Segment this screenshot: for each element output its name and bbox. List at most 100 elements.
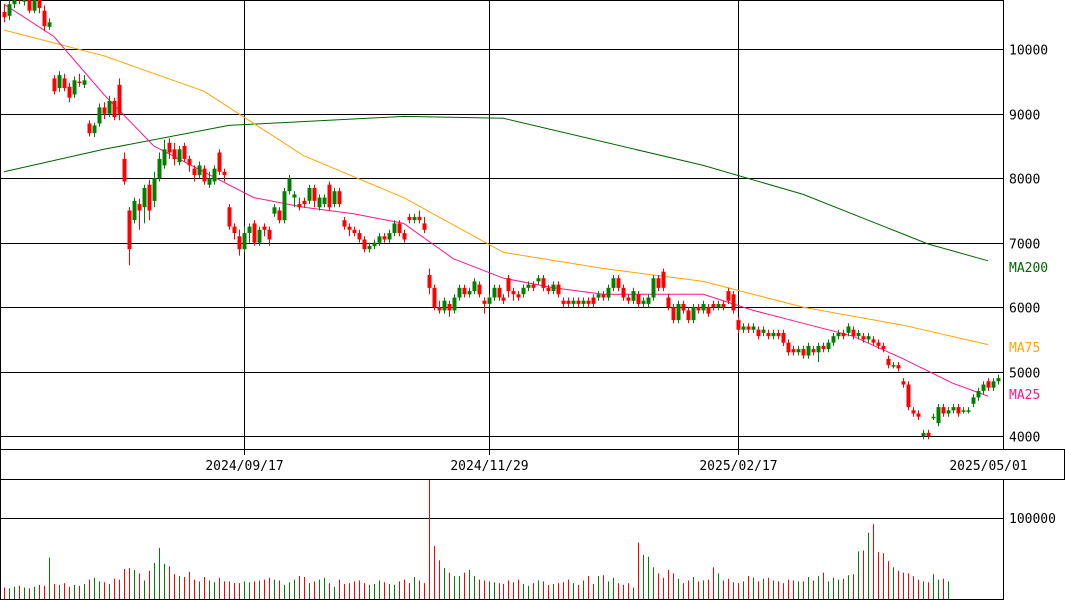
candle bbox=[412, 213, 417, 224]
candle bbox=[756, 326, 761, 340]
candle bbox=[62, 73, 67, 92]
candle-body bbox=[951, 407, 956, 411]
candle bbox=[447, 300, 452, 317]
candle bbox=[292, 191, 297, 208]
candle bbox=[666, 294, 671, 311]
volume-bars bbox=[4, 480, 949, 599]
candle bbox=[252, 220, 257, 246]
moving-average-lines bbox=[3, 3, 989, 397]
candle bbox=[147, 179, 152, 221]
date-tick-label: 2024/11/29 bbox=[450, 459, 528, 474]
price-tick-label: 7000 bbox=[1009, 238, 1040, 253]
candle-body bbox=[237, 236, 242, 250]
candle-body bbox=[846, 326, 851, 333]
candle bbox=[472, 278, 477, 295]
candle bbox=[906, 381, 911, 411]
candle bbox=[47, 18, 52, 30]
candle bbox=[267, 226, 272, 246]
candle bbox=[277, 207, 282, 224]
candle bbox=[57, 71, 62, 92]
candle-body bbox=[981, 384, 986, 391]
candle-body bbox=[347, 226, 352, 230]
candle-body bbox=[212, 168, 217, 182]
candle bbox=[601, 291, 606, 301]
candle-body bbox=[302, 200, 307, 204]
candle-body bbox=[681, 304, 686, 311]
candle bbox=[611, 275, 616, 292]
candle bbox=[227, 204, 232, 230]
candle-body bbox=[87, 123, 92, 134]
candle-body bbox=[706, 307, 711, 314]
candle bbox=[506, 275, 511, 298]
candle-body bbox=[287, 178, 292, 192]
price-panel-frame bbox=[0, 0, 1004, 450]
price-panel: 4000 5000 6000 7000 8000 9000 10000 MA200 MA75… bbox=[0, 0, 1048, 450]
candle-body bbox=[876, 342, 881, 346]
candle-body bbox=[546, 287, 551, 291]
candle-body bbox=[2, 12, 7, 18]
candle-body bbox=[856, 333, 861, 337]
candle bbox=[921, 429, 926, 440]
candle bbox=[761, 326, 766, 337]
candle bbox=[92, 122, 97, 137]
candle bbox=[222, 168, 227, 182]
candle bbox=[781, 329, 786, 346]
candle bbox=[741, 323, 746, 333]
candle bbox=[52, 75, 57, 95]
candle bbox=[137, 198, 142, 230]
candle-body bbox=[297, 204, 302, 208]
candle bbox=[771, 329, 776, 340]
candle bbox=[152, 171, 157, 208]
ma-legend: MA200 MA75 MA25 bbox=[1009, 261, 1048, 403]
candle bbox=[801, 345, 806, 359]
candle bbox=[701, 300, 706, 314]
candle-body bbox=[516, 294, 521, 298]
candle-body bbox=[501, 297, 506, 301]
candle-body bbox=[247, 226, 252, 233]
candle bbox=[457, 284, 462, 301]
candle-body bbox=[452, 297, 457, 311]
candle-body bbox=[696, 307, 701, 311]
candle-body bbox=[551, 284, 556, 291]
candle-body bbox=[107, 100, 112, 114]
candle-body bbox=[172, 149, 177, 159]
candle-body bbox=[861, 336, 866, 340]
candle-body bbox=[57, 75, 62, 88]
candle-body bbox=[367, 245, 372, 250]
candle bbox=[651, 275, 656, 301]
date-tick-label: 2025/05/01 bbox=[949, 459, 1027, 474]
candle-body bbox=[377, 236, 382, 243]
candle-body bbox=[407, 216, 412, 221]
candle bbox=[816, 342, 821, 362]
candle bbox=[322, 194, 327, 208]
candle-body bbox=[272, 207, 277, 214]
candle bbox=[87, 120, 92, 137]
candle-body bbox=[62, 78, 67, 89]
candle-body bbox=[207, 178, 212, 185]
candle-body bbox=[112, 100, 117, 117]
candle bbox=[432, 284, 437, 311]
price-gridlines bbox=[0, 0, 1004, 449]
candle-body bbox=[122, 158, 127, 182]
ma200-line bbox=[3, 115, 989, 262]
candle-body bbox=[312, 187, 317, 201]
candle-body bbox=[556, 284, 561, 295]
candle bbox=[576, 297, 581, 308]
candle-body bbox=[432, 287, 437, 308]
candle-body bbox=[442, 300, 447, 311]
candle-body bbox=[177, 149, 182, 163]
candle-body bbox=[382, 236, 387, 240]
candle bbox=[946, 407, 951, 417]
candle bbox=[811, 345, 816, 356]
candle bbox=[397, 220, 402, 237]
candle-body bbox=[506, 278, 511, 292]
candle-body bbox=[437, 307, 442, 311]
volume-panel: 100000 bbox=[0, 479, 1056, 600]
candle bbox=[272, 204, 277, 217]
candle bbox=[2, 4, 7, 23]
candle-body bbox=[686, 310, 691, 321]
candle-body bbox=[127, 210, 132, 250]
price-tick-label: 8000 bbox=[1009, 173, 1040, 188]
candle-body bbox=[387, 233, 392, 240]
candle bbox=[876, 339, 881, 350]
